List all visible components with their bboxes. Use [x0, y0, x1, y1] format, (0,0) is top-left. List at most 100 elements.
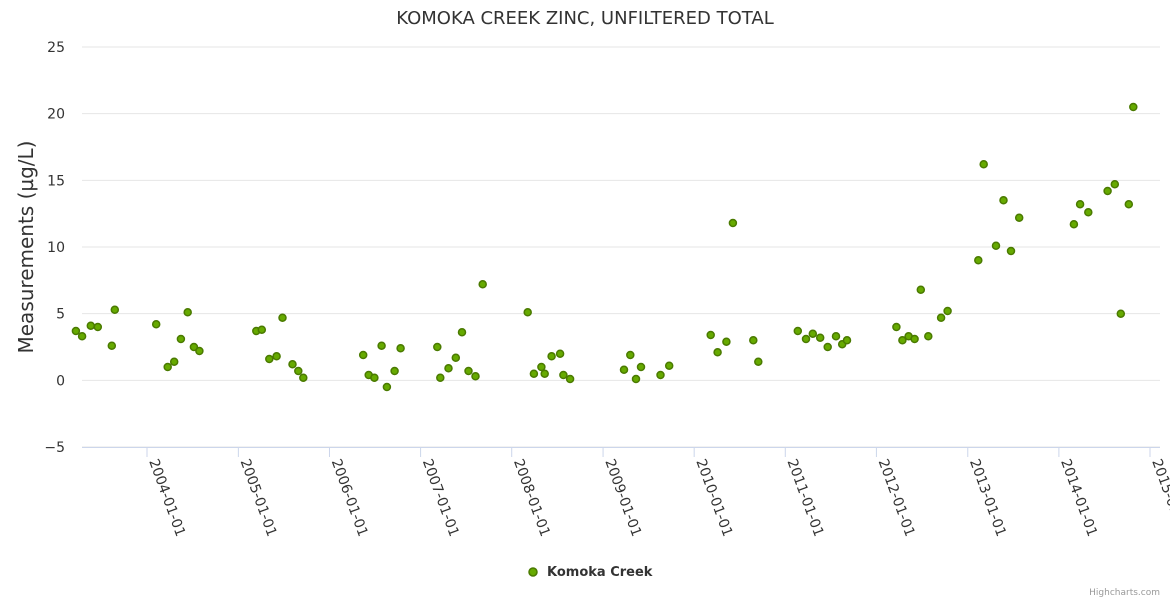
data-point[interactable] [265, 354, 274, 364]
data-point[interactable] [999, 196, 1008, 205]
chart-title: KOMOKA CREEK ZINC, UNFILTERED TOTAL [396, 8, 773, 29]
data-point[interactable] [169, 357, 179, 366]
data-point[interactable] [713, 348, 722, 357]
data-point[interactable] [1069, 220, 1079, 229]
data-point[interactable] [924, 332, 933, 341]
data-point[interactable] [831, 332, 841, 341]
data-point[interactable] [464, 366, 473, 376]
data-point[interactable] [382, 382, 392, 392]
data-point[interactable] [1129, 102, 1138, 112]
data-point[interactable] [457, 328, 467, 337]
data-point[interactable] [910, 334, 919, 344]
y-tick-label: 0 [56, 373, 65, 389]
data-point[interactable] [626, 350, 635, 360]
data-point[interactable] [1075, 200, 1085, 209]
data-point[interactable] [358, 350, 368, 360]
data-point[interactable] [540, 369, 549, 378]
data-point[interactable] [1014, 213, 1024, 222]
y-tick-label: −5 [44, 440, 65, 456]
data-point[interactable] [529, 369, 539, 378]
data-point[interactable] [299, 373, 308, 382]
x-tick-label: 2005-01-01 [237, 457, 280, 539]
data-point[interactable] [706, 330, 715, 340]
x-tick-label: 2013-01-01 [966, 457, 1009, 539]
data-point[interactable] [537, 362, 546, 372]
legend-item-komoka-creek[interactable]: Komoka Creek [547, 565, 653, 580]
data-point[interactable] [801, 334, 811, 344]
data-point[interactable] [523, 308, 532, 317]
data-point[interactable] [1124, 200, 1134, 209]
data-point[interactable] [631, 374, 641, 384]
data-point[interactable] [288, 360, 297, 369]
data-point[interactable] [151, 320, 161, 329]
data-point[interactable] [916, 285, 926, 294]
data-point[interactable] [370, 373, 379, 382]
data-point[interactable] [377, 341, 386, 350]
series-komoka-creek [71, 102, 1138, 392]
data-point[interactable] [974, 256, 983, 265]
data-point[interactable] [793, 326, 803, 336]
data-point[interactable] [436, 373, 445, 382]
x-tick-label: 2004-01-01 [145, 457, 188, 539]
grid [82, 46, 1160, 448]
data-point[interactable] [722, 337, 731, 346]
data-point[interactable] [619, 365, 629, 374]
data-point[interactable] [898, 336, 907, 345]
data-point[interactable] [815, 333, 825, 342]
data-point[interactable] [71, 326, 81, 336]
x-tick-label: 2012-01-01 [875, 457, 918, 539]
data-point[interactable] [808, 329, 818, 338]
data-point[interactable] [1103, 186, 1112, 196]
x-tick-label: 2014-01-01 [1057, 457, 1100, 539]
data-point[interactable] [396, 344, 405, 353]
x-tick-label: 2008-01-01 [510, 457, 553, 539]
data-point[interactable] [257, 325, 267, 334]
data-point[interactable] [749, 336, 758, 345]
data-point[interactable] [272, 352, 281, 361]
data-point[interactable] [189, 342, 199, 352]
data-point[interactable] [478, 280, 487, 289]
data-point[interactable] [979, 160, 988, 169]
data-point[interactable] [110, 305, 120, 314]
data-point[interactable] [664, 361, 674, 370]
data-point[interactable] [636, 362, 646, 372]
data-point[interactable] [294, 366, 303, 376]
legend[interactable]: Komoka Creek [528, 565, 653, 580]
data-point[interactable] [86, 321, 96, 330]
data-point[interactable] [183, 308, 192, 317]
data-point[interactable] [943, 306, 952, 316]
data-point[interactable] [451, 353, 461, 362]
data-point[interactable] [555, 349, 565, 358]
data-point[interactable] [1110, 180, 1120, 189]
legend-marker[interactable] [528, 567, 538, 577]
data-point[interactable] [433, 342, 442, 352]
data-point[interactable] [93, 322, 103, 332]
data-point[interactable] [176, 334, 186, 344]
data-point[interactable] [1084, 208, 1093, 217]
y-axis-label: Measurements (µg/L) [14, 141, 38, 354]
y-tick-label: 5 [56, 307, 65, 323]
data-point[interactable] [1006, 246, 1016, 256]
credits-link[interactable]: Highcharts.com [1089, 588, 1160, 598]
data-point[interactable] [823, 342, 832, 352]
data-point[interactable] [892, 322, 901, 332]
data-point[interactable] [163, 362, 172, 372]
data-point[interactable] [991, 241, 1001, 250]
data-point[interactable] [728, 218, 738, 228]
data-point[interactable] [471, 372, 480, 381]
data-point[interactable] [107, 341, 117, 350]
data-point[interactable] [195, 346, 204, 356]
data-point[interactable] [656, 370, 665, 380]
data-point[interactable] [1116, 309, 1126, 318]
data-point[interactable] [559, 370, 568, 380]
data-point[interactable] [77, 332, 87, 341]
data-point[interactable] [278, 313, 287, 322]
data-point[interactable] [547, 352, 556, 361]
data-point[interactable] [390, 366, 399, 376]
data-point[interactable] [754, 357, 763, 366]
data-point[interactable] [936, 313, 946, 322]
data-point[interactable] [444, 364, 453, 373]
data-point[interactable] [565, 374, 575, 384]
data-point[interactable] [842, 336, 852, 345]
